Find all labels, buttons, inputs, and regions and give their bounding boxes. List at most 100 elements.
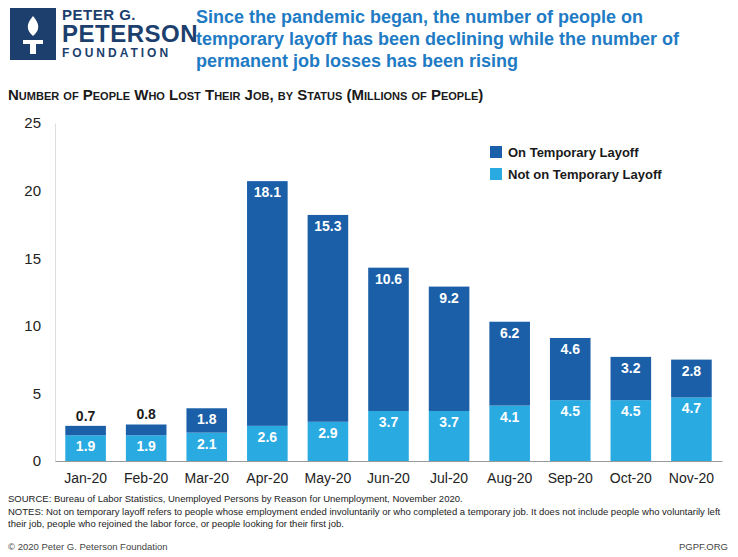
bar-segment	[671, 360, 712, 398]
x-axis-line	[56, 461, 723, 462]
data-label: 15.3	[314, 218, 341, 234]
y-tick-label: 25	[24, 114, 41, 131]
data-label: 3.7	[439, 414, 459, 430]
x-tick: Aug-20	[487, 461, 532, 486]
data-label: 2.9	[318, 425, 338, 441]
logo-icon	[10, 8, 56, 60]
x-tick-label: Feb-20	[124, 470, 169, 486]
bar-segment	[489, 322, 530, 406]
x-tick-label: Sep-20	[548, 470, 593, 486]
legend-label: Not on Temporary Layoff	[508, 167, 662, 182]
x-tick: Nov-20	[669, 461, 714, 486]
data-label: 4.6	[561, 341, 581, 357]
legend-swatch	[490, 146, 502, 158]
x-tick-label: May-20	[305, 470, 352, 486]
x-tick-label: Jul-20	[430, 470, 468, 486]
data-label: 2.1	[197, 436, 217, 452]
bar-segment	[611, 357, 652, 400]
legend-swatch	[490, 168, 502, 180]
bar-segment	[65, 426, 106, 435]
data-label: 4.7	[682, 400, 702, 416]
data-label: 1.8	[197, 411, 217, 427]
y-tick: 5	[33, 385, 55, 402]
data-label: 1.9	[76, 438, 96, 454]
bar-segment	[611, 400, 652, 461]
data-label: 10.6	[375, 271, 402, 287]
logo-text: FOUNDATION	[62, 46, 171, 60]
x-tick-label: Oct-20	[610, 470, 652, 486]
bar-segment	[550, 400, 591, 461]
x-tick-label: Jan-20	[64, 470, 107, 486]
data-label: 3.2	[621, 360, 641, 376]
bar-segment	[489, 406, 530, 461]
source: SOURCE: Bureau of Labor Statistics, Unem…	[8, 493, 730, 504]
y-tick-label: 0	[33, 452, 41, 469]
x-tick-label: Nov-20	[669, 470, 714, 486]
y-tick-label: 20	[24, 182, 41, 199]
chart: 1.9 1.9 2.1 2.6 2.9 3.7 3.7 4.1 4.5 4.5 4.7 0.7 0.8 1…	[0, 0, 738, 557]
site: PGPF.ORG	[679, 541, 728, 552]
notes: NOTES: Not on temporary layoff refers to…	[8, 506, 730, 530]
y-tick-label: 5	[33, 385, 41, 402]
bar-segment	[368, 411, 409, 461]
x-tick-label: Aug-20	[487, 470, 532, 486]
title: Since the pandemic began, the number of …	[196, 6, 726, 72]
data-label: 2.6	[258, 429, 278, 445]
bar-segment	[186, 433, 227, 461]
data-label: 4.5	[621, 403, 641, 419]
x-tick: Sep-20	[548, 461, 593, 486]
bar-segment	[308, 215, 349, 422]
legend-item: Not on Temporary Layoff	[490, 167, 662, 182]
x-tick-label: Jun-20	[367, 470, 410, 486]
bar-segment	[126, 435, 167, 461]
data-label: 2.8	[682, 363, 702, 379]
bar-segment	[368, 268, 409, 411]
x-tick: Mar-20	[185, 461, 230, 486]
data-label: 18.1	[254, 184, 281, 200]
data-label: 1.9	[136, 438, 156, 454]
bar-segment	[671, 397, 712, 461]
copyright: © 2020 Peter G. Peterson Foundation	[8, 541, 168, 552]
x-axis: Jan-20Feb-20Mar-20Apr-20May-20Jun-20Jul-…	[56, 461, 723, 486]
legend: On Temporary Layoff Not on Temporary Layo…	[490, 145, 662, 182]
bar-segment	[186, 408, 227, 432]
bar-segment	[247, 181, 288, 426]
data-label: 9.2	[439, 290, 459, 306]
bar-segment	[247, 426, 288, 461]
bar-segment	[550, 338, 591, 400]
series-bars	[65, 181, 711, 435]
logo-icon-stem	[30, 44, 36, 54]
x-tick: Jan-20	[64, 461, 107, 486]
bar-segment	[429, 411, 470, 461]
data-labels: 1.9 1.9 2.1 2.6 2.9 3.7 3.7 4.1 4.5 4.5 4.7 0.7 0.8 1…	[76, 184, 701, 454]
logo-text: PETERSON	[62, 20, 198, 48]
x-tick: May-20	[305, 461, 352, 486]
data-label: 4.1	[500, 409, 520, 425]
bar-segment	[126, 424, 167, 435]
x-tick-label: Mar-20	[185, 470, 230, 486]
y-axis: 0 5 10 15 20 25	[24, 114, 55, 469]
subtitle: Number of People Who Lost Their Job, by …	[8, 86, 483, 103]
bar-segment	[65, 435, 106, 461]
logo-icon-base	[23, 40, 43, 44]
y-tick: 20	[24, 182, 55, 199]
data-label: 6.2	[500, 325, 520, 341]
y-tick: 10	[24, 317, 55, 334]
legend-label: On Temporary Layoff	[508, 145, 639, 160]
data-label: 0.7	[76, 408, 96, 424]
logo-icon-box	[10, 8, 56, 60]
y-axis-line	[55, 124, 56, 462]
logo-icon-flame	[28, 16, 39, 36]
data-label: 3.7	[379, 414, 399, 430]
y-tick-label: 15	[24, 250, 41, 267]
x-tick: Feb-20	[124, 461, 169, 486]
x-tick: Jul-20	[430, 461, 468, 486]
x-tick: Jun-20	[367, 461, 410, 486]
y-tick-label: 10	[24, 317, 41, 334]
data-label: 0.8	[136, 406, 156, 422]
y-tick: 0	[33, 452, 55, 469]
bar-segment	[429, 287, 470, 411]
legend-item: On Temporary Layoff	[490, 145, 639, 160]
bars	[65, 181, 711, 461]
data-label: 4.5	[561, 403, 581, 419]
